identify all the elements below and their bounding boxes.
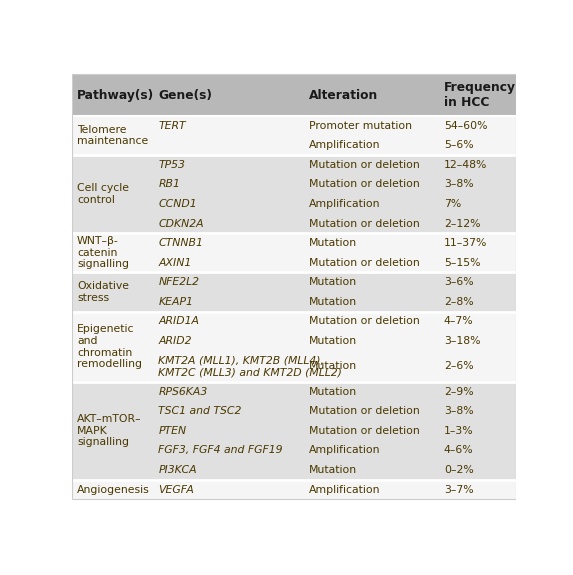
- Bar: [72, 292, 516, 312]
- Bar: [72, 401, 516, 421]
- Bar: [72, 155, 516, 175]
- Text: Mutation: Mutation: [309, 465, 358, 475]
- Text: 5–15%: 5–15%: [444, 258, 480, 268]
- Text: Mutation: Mutation: [309, 238, 358, 248]
- Text: Amplification: Amplification: [309, 446, 380, 455]
- Text: Telomere
maintenance: Telomere maintenance: [77, 125, 148, 146]
- Bar: [72, 382, 516, 401]
- Text: 2–9%: 2–9%: [444, 387, 473, 397]
- Text: Angiogenesis: Angiogenesis: [77, 485, 150, 494]
- Text: PTEN: PTEN: [158, 426, 186, 436]
- Text: ARID1A: ARID1A: [158, 316, 199, 327]
- Bar: [72, 214, 516, 233]
- Text: 0–2%: 0–2%: [444, 465, 473, 475]
- Text: 1–3%: 1–3%: [444, 426, 473, 436]
- Text: Amplification: Amplification: [309, 199, 380, 209]
- Text: 7%: 7%: [444, 199, 461, 209]
- Text: 5–6%: 5–6%: [444, 140, 473, 150]
- Text: ARID2: ARID2: [158, 336, 192, 346]
- Text: 3–6%: 3–6%: [444, 277, 473, 288]
- Bar: [72, 175, 516, 194]
- Text: AKT–mTOR–
MAPK
signalling: AKT–mTOR– MAPK signalling: [77, 414, 142, 447]
- Text: 2–8%: 2–8%: [444, 297, 473, 307]
- Text: CDKN2A: CDKN2A: [158, 218, 204, 228]
- Text: 3–18%: 3–18%: [444, 336, 480, 346]
- Text: KEAP1: KEAP1: [158, 297, 193, 307]
- Bar: [72, 480, 516, 499]
- Text: 2–12%: 2–12%: [444, 218, 480, 228]
- Text: Mutation: Mutation: [309, 297, 358, 307]
- Text: Mutation or deletion: Mutation or deletion: [309, 258, 420, 268]
- Text: Alteration: Alteration: [309, 89, 378, 102]
- Text: RPS6KA3: RPS6KA3: [158, 387, 207, 397]
- Bar: [72, 253, 516, 273]
- Text: Cell cycle
control: Cell cycle control: [77, 183, 129, 205]
- Text: Mutation or deletion: Mutation or deletion: [309, 160, 420, 170]
- Text: TERT: TERT: [158, 121, 186, 131]
- Text: 4–7%: 4–7%: [444, 316, 473, 327]
- Bar: [72, 351, 516, 382]
- Bar: [72, 421, 516, 440]
- Bar: [72, 460, 516, 480]
- Text: NFE2L2: NFE2L2: [158, 277, 199, 288]
- Text: FGF3, FGF4 and FGF19: FGF3, FGF4 and FGF19: [158, 446, 282, 455]
- Bar: [72, 116, 516, 136]
- Text: 11–37%: 11–37%: [444, 238, 487, 248]
- Text: Amplification: Amplification: [309, 140, 380, 150]
- Text: 3–8%: 3–8%: [444, 179, 473, 189]
- Text: CTNNB1: CTNNB1: [158, 238, 203, 248]
- Bar: [72, 440, 516, 460]
- Text: CCND1: CCND1: [158, 199, 197, 209]
- Text: Mutation: Mutation: [309, 361, 358, 371]
- Text: Mutation or deletion: Mutation or deletion: [309, 316, 420, 327]
- Text: Epigenetic
and
chromatin
remodelling: Epigenetic and chromatin remodelling: [77, 324, 142, 369]
- Text: Gene(s): Gene(s): [158, 89, 212, 102]
- Text: WNT–β-
catenin
signalling: WNT–β- catenin signalling: [77, 236, 129, 270]
- Bar: [72, 233, 516, 253]
- Text: Mutation: Mutation: [309, 387, 358, 397]
- Bar: [72, 331, 516, 351]
- Text: Mutation or deletion: Mutation or deletion: [309, 426, 420, 436]
- Text: Promoter mutation: Promoter mutation: [309, 121, 412, 131]
- Text: 3–7%: 3–7%: [444, 485, 473, 494]
- Text: KMT2A (MLL1), KMT2B (MLL4),
KMT2C (MLL3) and KMT2D (MLL2): KMT2A (MLL1), KMT2B (MLL4), KMT2C (MLL3)…: [158, 355, 342, 377]
- Bar: [72, 74, 516, 116]
- Text: Oxidative
stress: Oxidative stress: [77, 281, 129, 303]
- Text: Mutation or deletion: Mutation or deletion: [309, 407, 420, 416]
- Text: RB1: RB1: [158, 179, 180, 189]
- Text: Pathway(s): Pathway(s): [77, 89, 154, 102]
- Text: 3–8%: 3–8%: [444, 407, 473, 416]
- Bar: [72, 273, 516, 292]
- Bar: [72, 312, 516, 331]
- Text: VEGFA: VEGFA: [158, 485, 194, 494]
- Text: Mutation: Mutation: [309, 277, 358, 288]
- Bar: [72, 136, 516, 155]
- Text: Mutation or deletion: Mutation or deletion: [309, 218, 420, 228]
- Text: 54–60%: 54–60%: [444, 121, 487, 131]
- Text: 12–48%: 12–48%: [444, 160, 487, 170]
- Text: 2–6%: 2–6%: [444, 361, 473, 371]
- Text: Mutation: Mutation: [309, 336, 358, 346]
- Text: Frequency
in HCC: Frequency in HCC: [444, 81, 516, 109]
- Text: Amplification: Amplification: [309, 485, 380, 494]
- Text: TP53: TP53: [158, 160, 185, 170]
- Bar: [72, 194, 516, 214]
- Text: 4–6%: 4–6%: [444, 446, 473, 455]
- Text: PI3KCA: PI3KCA: [158, 465, 197, 475]
- Text: TSC1 and TSC2: TSC1 and TSC2: [158, 407, 242, 416]
- Text: AXIN1: AXIN1: [158, 258, 191, 268]
- Text: Mutation or deletion: Mutation or deletion: [309, 179, 420, 189]
